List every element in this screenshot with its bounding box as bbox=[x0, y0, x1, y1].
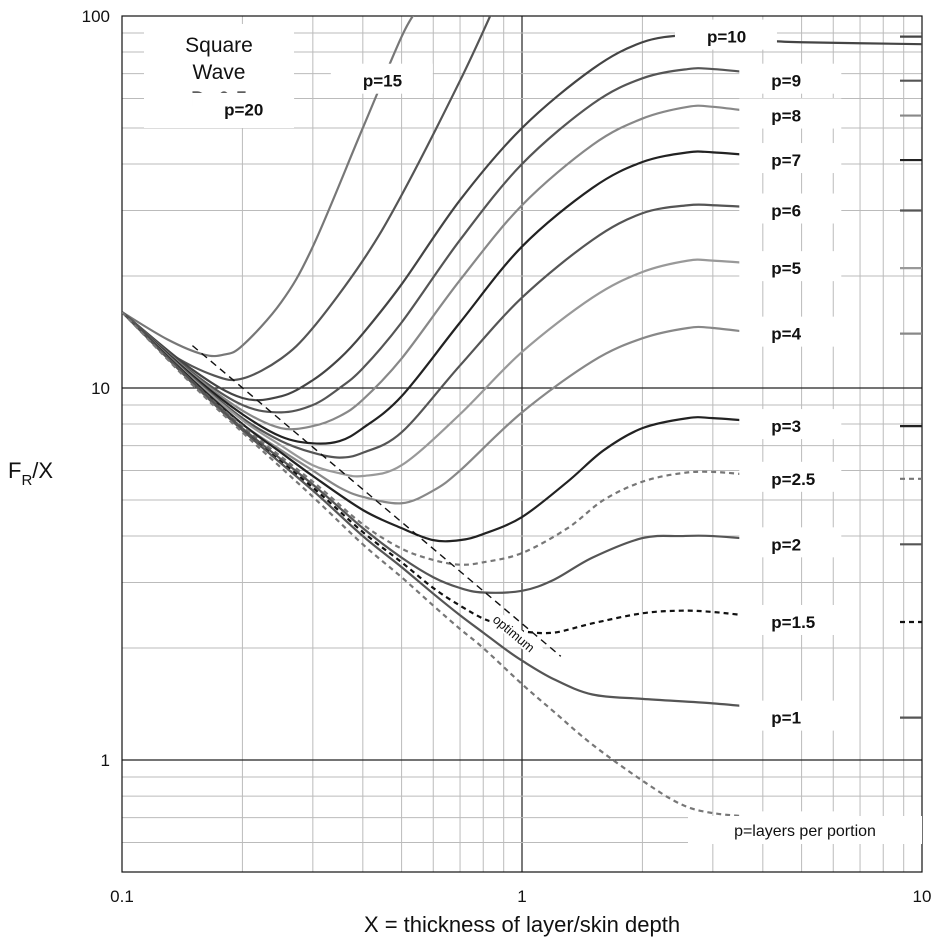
y-tick-label: 10 bbox=[91, 379, 110, 398]
series-label-bg-p5 bbox=[739, 251, 842, 282]
optimum-curve: optimum bbox=[191, 345, 562, 669]
series-line-p2 bbox=[122, 311, 802, 594]
series-label-bg-p15 bbox=[330, 63, 433, 94]
series-line-p0-5 bbox=[122, 311, 802, 822]
series-line-p2-5 bbox=[122, 311, 802, 566]
x-axis-title: X = thickness of layer/skin depth bbox=[364, 912, 680, 937]
series-line-p9 bbox=[122, 67, 802, 414]
y-tick-label: 100 bbox=[82, 7, 110, 26]
series-label-p10: p=10 bbox=[707, 28, 746, 47]
series-label-p9: p=9 bbox=[771, 72, 801, 91]
tick-labels: 0.1 1 10 1 10 100 bbox=[82, 7, 932, 906]
plot-frame bbox=[121, 15, 923, 873]
series-label-p1: p=1 bbox=[771, 709, 801, 728]
series-label-bg-p1-5 bbox=[739, 604, 842, 635]
series-label-p2-5: p=2.5 bbox=[771, 470, 815, 489]
series-label-bg-p1 bbox=[739, 700, 842, 731]
series-label-p2: p=2 bbox=[771, 535, 801, 554]
series-lines bbox=[122, 16, 922, 822]
series-label-bg-p2 bbox=[739, 527, 842, 558]
series-label-p20: p=20 bbox=[224, 101, 263, 120]
series-label-p6: p=6 bbox=[771, 202, 801, 221]
series-label-p8: p=8 bbox=[771, 107, 801, 126]
series-label-p4: p=4 bbox=[771, 325, 801, 344]
series-label-bg-p2-5 bbox=[739, 461, 842, 492]
legend-note: p=layers per portion bbox=[734, 823, 876, 840]
x-tick-label: 0.1 bbox=[110, 887, 134, 906]
series-line-p1-5 bbox=[122, 311, 802, 635]
series-label-bg-p3 bbox=[739, 409, 842, 440]
x-tick-label: 10 bbox=[913, 887, 932, 906]
series-label-p3: p=3 bbox=[771, 417, 801, 436]
series-line-p8 bbox=[122, 104, 802, 431]
x-tick-label: 1 bbox=[517, 887, 526, 906]
annotation-line-2: Wave bbox=[193, 61, 246, 84]
series-labels: p=20 p=15 p=10 p=9 p=8 p=7 p=6 p=5 p=4 p=3 p=2.5 p=… bbox=[192, 19, 922, 842]
series-label-bg-p8 bbox=[739, 98, 842, 129]
optimum-line bbox=[191, 345, 562, 657]
annotation-line-1: Square bbox=[185, 34, 253, 57]
series-line-p6 bbox=[122, 203, 802, 459]
series-label-bg-p7 bbox=[739, 143, 842, 174]
series-label-bg-p20 bbox=[192, 92, 295, 123]
optimum-label: optimum bbox=[490, 612, 538, 656]
series-line-p7 bbox=[122, 150, 802, 445]
series-line-p1 bbox=[122, 311, 802, 713]
legend-note-group: p=layers per portion bbox=[688, 816, 922, 844]
series-label-bg-p9 bbox=[739, 63, 842, 94]
series-line-p3 bbox=[122, 311, 802, 543]
series-label-bg-p10 bbox=[674, 19, 777, 50]
y-axis-title-subscript: R bbox=[21, 472, 32, 489]
y-tick-label: 1 bbox=[101, 751, 110, 770]
series-label-p5: p=5 bbox=[771, 259, 801, 278]
series-line-p5 bbox=[122, 258, 802, 478]
y-axis-title-tail: /X bbox=[32, 458, 53, 483]
series-line-p15 bbox=[122, 16, 492, 382]
y-axis-title: FR/X bbox=[8, 458, 53, 489]
series-label-p7: p=7 bbox=[771, 151, 801, 170]
y-axis-title-main: F bbox=[8, 458, 21, 483]
series-label-p1-5: p=1.5 bbox=[771, 613, 815, 632]
series-label-p15: p=15 bbox=[363, 72, 402, 91]
series-label-bg-p4 bbox=[739, 316, 842, 347]
optimum-label-bg bbox=[489, 610, 555, 669]
series-label-bg-p6 bbox=[739, 193, 842, 224]
